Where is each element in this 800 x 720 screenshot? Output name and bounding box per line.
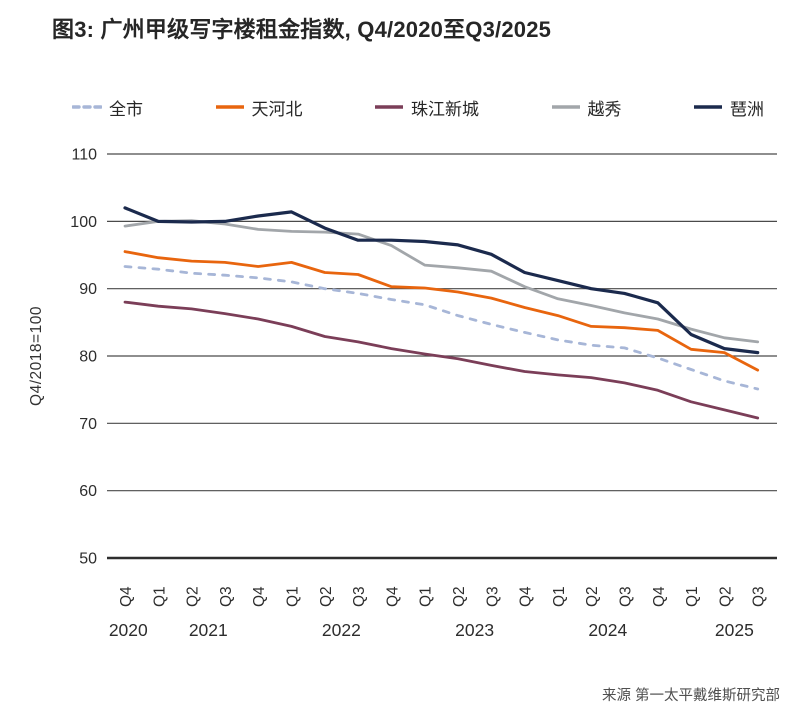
- source-note: 来源 第一太平戴维斯研究部: [601, 688, 780, 704]
- x-tick-4-Q4: Q4: [251, 586, 268, 607]
- x-tick-8-Q4: Q4: [384, 586, 401, 607]
- legend-label-citywide: 全市: [109, 99, 143, 119]
- legend-label-zhujiang-new-town: 珠江新城: [411, 99, 479, 119]
- year-label-2023: 2023: [455, 620, 494, 640]
- legend-swatch-pazhou: [694, 105, 722, 109]
- y-axis-title: Q4/2018=100: [28, 306, 45, 406]
- series-line-citywide: [123, 265, 760, 391]
- legend-swatch-yuexiu: [551, 105, 580, 109]
- y-tick-90: 90: [79, 281, 97, 298]
- x-tick-14-Q2: Q2: [584, 586, 601, 607]
- x-tick-9-Q1: Q1: [418, 586, 435, 607]
- x-tick-16-Q4: Q4: [651, 586, 668, 607]
- year-label-2020: 2020: [109, 620, 148, 640]
- x-tick-5-Q1: Q1: [285, 586, 302, 607]
- y-tick-110: 110: [71, 147, 97, 164]
- legend-item-yuexiu: 越秀: [551, 95, 622, 120]
- x-tick-2-Q2: Q2: [185, 586, 202, 607]
- legend-swatch-citywide: [72, 105, 102, 109]
- legend-item-pazhou: 琶洲: [693, 95, 764, 120]
- y-tick-50: 50: [79, 551, 97, 568]
- series-line-zhujiang-new-town: [123, 300, 760, 420]
- x-tick-3-Q3: Q3: [218, 586, 235, 607]
- year-label-2021: 2021: [189, 620, 228, 640]
- y-tick-100: 100: [70, 214, 97, 231]
- chart-title: 图3: 广州甲级写字楼租金指数, Q4/2020至Q3/2025: [52, 17, 552, 42]
- series-line-tianhebei: [123, 250, 760, 372]
- legend-item-zhujiang-new-town: 珠江新城: [374, 95, 479, 120]
- x-tick-6-Q2: Q2: [318, 586, 335, 607]
- legend-label-yuexiu: 越秀: [587, 99, 622, 119]
- y-tick-60: 60: [79, 483, 97, 500]
- legend-label-tianhebei: 天河北: [251, 99, 303, 119]
- series-line-yuexiu: [123, 219, 760, 344]
- x-tick-17-Q1: Q1: [684, 586, 701, 607]
- y-tick-80: 80: [79, 349, 97, 366]
- year-label-2025: 2025: [715, 620, 754, 640]
- chart-legend: 全市 天河北 珠江新城 越秀 琶洲: [72, 92, 764, 122]
- legend-swatch-tianhebei: [215, 105, 244, 109]
- legend-item-citywide: 全市: [72, 95, 143, 120]
- x-tick-10-Q2: Q2: [451, 586, 468, 607]
- x-tick-11-Q3: Q3: [484, 586, 501, 607]
- x-tick-1-Q1: Q1: [151, 586, 168, 607]
- x-tick-12-Q4: Q4: [518, 586, 535, 607]
- x-tick-0-Q4: Q4: [118, 586, 135, 607]
- year-label-2022: 2022: [322, 620, 361, 640]
- x-tick-13-Q1: Q1: [551, 586, 568, 607]
- legend-item-tianhebei: 天河北: [215, 95, 303, 120]
- x-tick-7-Q3: Q3: [351, 586, 368, 607]
- legend-swatch-zhujiang-new-town: [375, 105, 403, 109]
- legend-label-pazhou: 琶洲: [730, 99, 764, 119]
- series-line-pazhou: [123, 206, 760, 355]
- year-label-2024: 2024: [588, 620, 627, 640]
- x-tick-18-Q2: Q2: [717, 586, 734, 607]
- x-tick-15-Q3: Q3: [618, 586, 635, 607]
- x-tick-19-Q3: Q3: [751, 586, 768, 607]
- y-tick-70: 70: [79, 416, 97, 433]
